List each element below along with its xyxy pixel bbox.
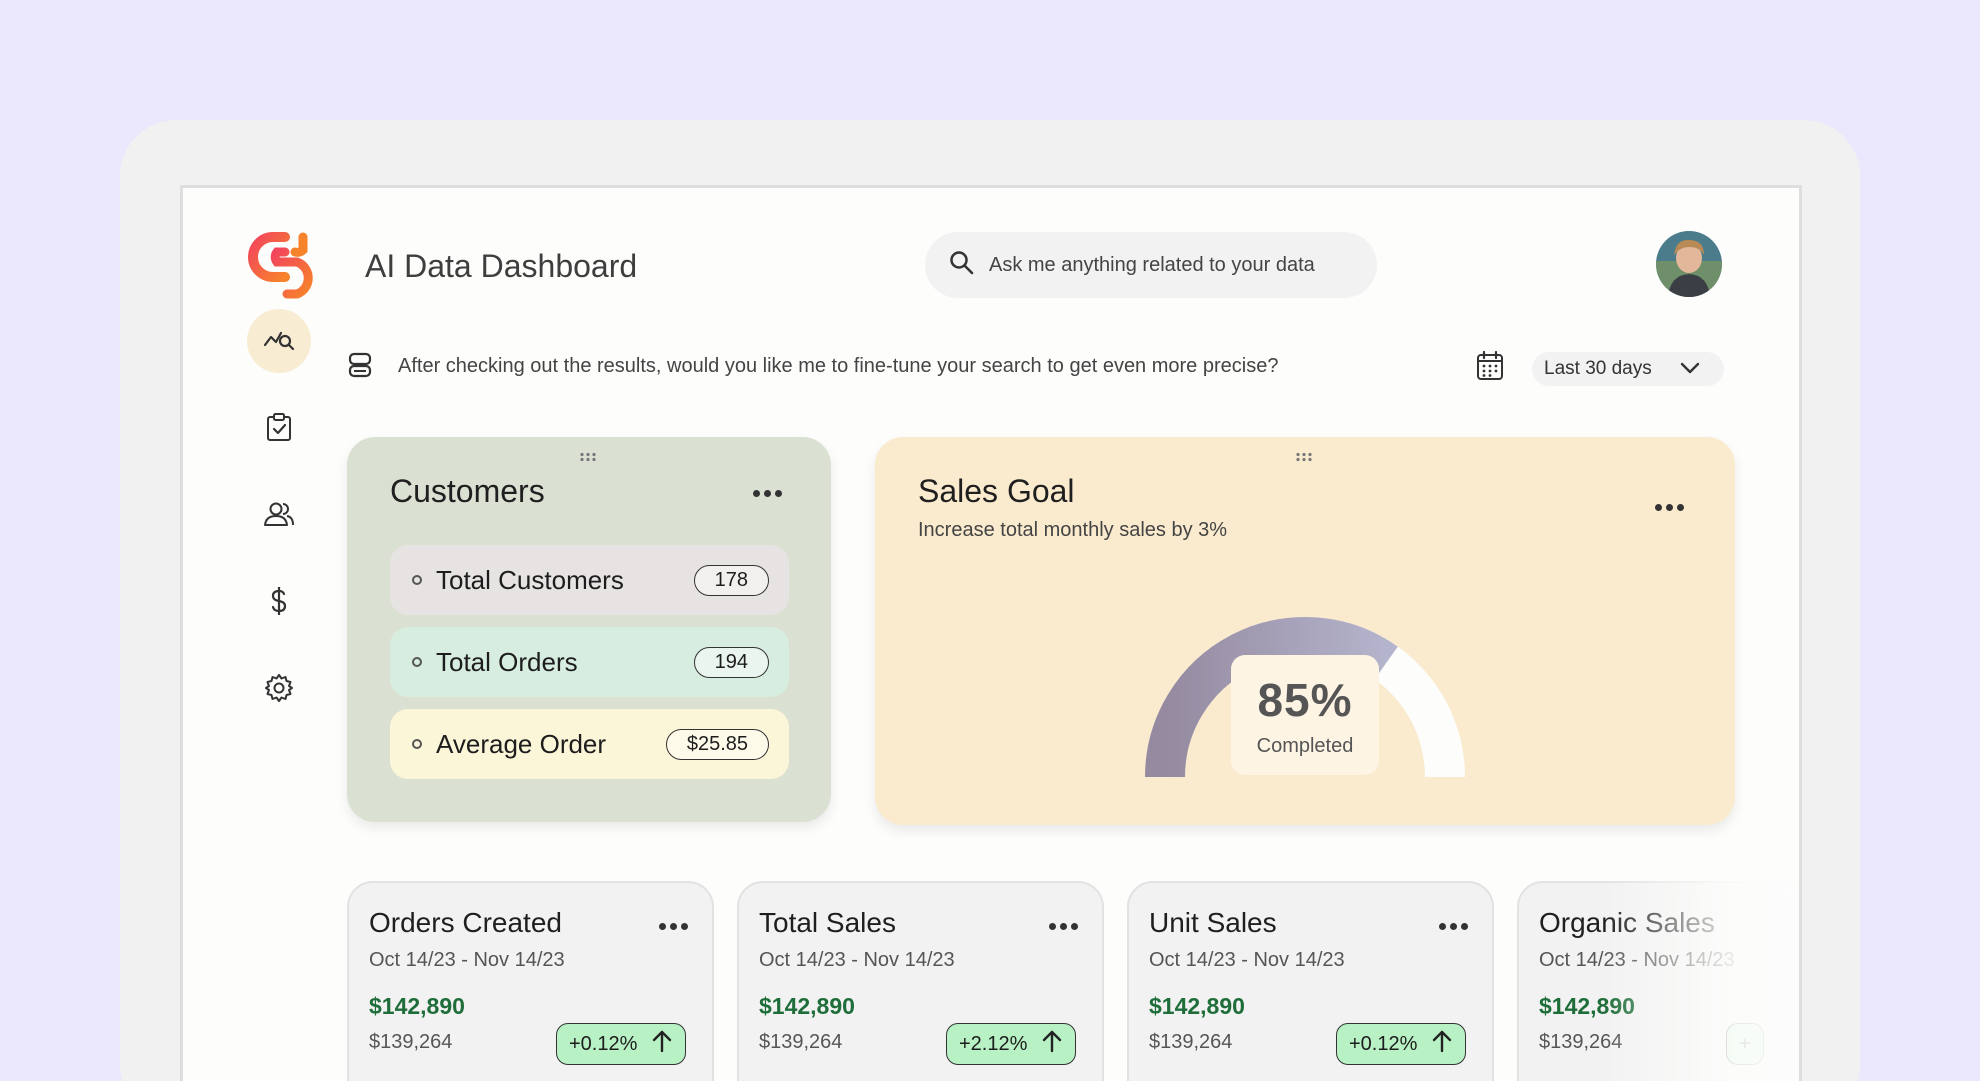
sidebar-item-analytics[interactable] [247, 309, 311, 373]
assistant-message: After checking out the results, would yo… [398, 355, 1279, 377]
page-title: AI Data Dashboard [365, 248, 638, 284]
arrow-up-icon [1041, 1029, 1063, 1059]
stat-value: 194 [693, 646, 769, 678]
metric-value: $142,890 [369, 993, 465, 1019]
metric-card-unit-sales[interactable]: Unit Sales Oct 14/23 - Nov 14/23 $142,89… [1127, 881, 1494, 1081]
stat-label: Average Order [436, 728, 607, 759]
sidebar-item-settings[interactable] [247, 658, 311, 722]
drag-handle-icon[interactable] [579, 449, 597, 467]
search-input[interactable] [989, 253, 1349, 277]
chart-search-icon [263, 325, 295, 358]
metric-value: $142,890 [1149, 993, 1245, 1019]
metric-dates: Oct 14/23 - Nov 14/23 [369, 949, 565, 971]
sales-goal-card: Sales Goal Increase total monthly sales … [875, 437, 1735, 825]
dashboard-screen: AI Data Dashboard [180, 185, 1802, 1081]
more-options-icon[interactable] [1655, 504, 1684, 511]
metric-card-total-sales[interactable]: Total Sales Oct 14/23 - Nov 14/23 $142,8… [737, 881, 1104, 1081]
users-icon [263, 501, 295, 532]
sidebar-item-users[interactable] [247, 484, 311, 548]
metric-previous: $139,264 [759, 1031, 843, 1053]
sidebar-item-tasks[interactable] [247, 397, 311, 461]
search-icon [949, 250, 975, 281]
metric-title: Organic Sales [1539, 907, 1715, 938]
metric-previous: $139,264 [369, 1031, 453, 1053]
stat-value: $25.85 [665, 728, 769, 760]
assistant-icon [347, 351, 373, 384]
more-options-icon[interactable] [1049, 923, 1078, 930]
sales-goal-title: Sales Goal [918, 473, 1075, 509]
sales-goal-subtitle: Increase total monthly sales by 3% [918, 519, 1228, 541]
clipboard-check-icon [265, 412, 293, 447]
change-badge: +0.12% [556, 1023, 687, 1065]
metric-dates: Oct 14/23 - Nov 14/23 [1149, 949, 1345, 971]
metric-previous: $139,264 [1539, 1031, 1623, 1053]
date-range-value: Last 30 days [1544, 358, 1652, 379]
customers-title: Customers [390, 473, 545, 509]
arrow-up-icon [651, 1029, 673, 1059]
change-badge: +0.12% [1336, 1023, 1467, 1065]
metric-dates: Oct 14/23 - Nov 14/23 [1539, 949, 1735, 971]
change-value: +0.12% [1349, 1032, 1418, 1055]
change-value: +2.12% [959, 1032, 1028, 1055]
bullet-icon [412, 739, 422, 749]
progress-gauge [1145, 617, 1465, 778]
sidebar-item-finance[interactable] [247, 571, 311, 635]
more-options-icon[interactable] [753, 490, 782, 497]
more-options-icon[interactable] [659, 923, 688, 930]
dollar-icon [269, 586, 289, 621]
stat-total-orders: Total Orders 194 [390, 627, 789, 697]
metric-card-orders-created[interactable]: Orders Created Oct 14/23 - Nov 14/23 $14… [347, 881, 714, 1081]
stat-label: Total Orders [436, 646, 578, 677]
metric-title: Total Sales [759, 907, 896, 938]
arrow-up-icon [1431, 1029, 1453, 1059]
change-value: + [1739, 1032, 1751, 1055]
metric-value: $142,890 [759, 993, 855, 1019]
metric-title: Orders Created [369, 907, 562, 938]
chevron-down-icon [1680, 358, 1700, 380]
progress-readout: 85% Completed [1231, 655, 1379, 775]
change-badge: +2.12% [946, 1023, 1077, 1065]
calendar-icon[interactable] [1475, 350, 1505, 387]
stat-average-order: Average Order $25.85 [390, 709, 789, 779]
metric-value: $142,890 [1539, 993, 1635, 1019]
customers-card: Customers Total Customers 178 Total Orde… [347, 437, 831, 822]
metric-title: Unit Sales [1149, 907, 1277, 938]
progress-percent: 85% [1257, 674, 1353, 726]
search-bar[interactable] [925, 232, 1377, 298]
drag-handle-icon[interactable] [1295, 449, 1313, 467]
stat-label: Total Customers [436, 564, 624, 595]
change-value: +0.12% [569, 1032, 638, 1055]
bullet-icon [412, 657, 422, 667]
app-logo [247, 230, 327, 300]
metric-previous: $139,264 [1149, 1031, 1233, 1053]
date-range-select[interactable]: Last 30 days [1532, 352, 1724, 386]
change-badge: + [1726, 1023, 1764, 1065]
progress-status: Completed [1256, 735, 1354, 757]
stat-total-customers: Total Customers 178 [390, 545, 789, 615]
avatar[interactable] [1656, 231, 1722, 297]
gear-icon [264, 673, 294, 708]
metric-card-organic-sales[interactable]: Organic Sales Oct 14/23 - Nov 14/23 $142… [1517, 881, 1799, 1081]
stat-value: 178 [693, 564, 769, 596]
more-options-icon[interactable] [1439, 923, 1468, 930]
metric-dates: Oct 14/23 - Nov 14/23 [759, 949, 955, 971]
bullet-icon [412, 575, 422, 585]
